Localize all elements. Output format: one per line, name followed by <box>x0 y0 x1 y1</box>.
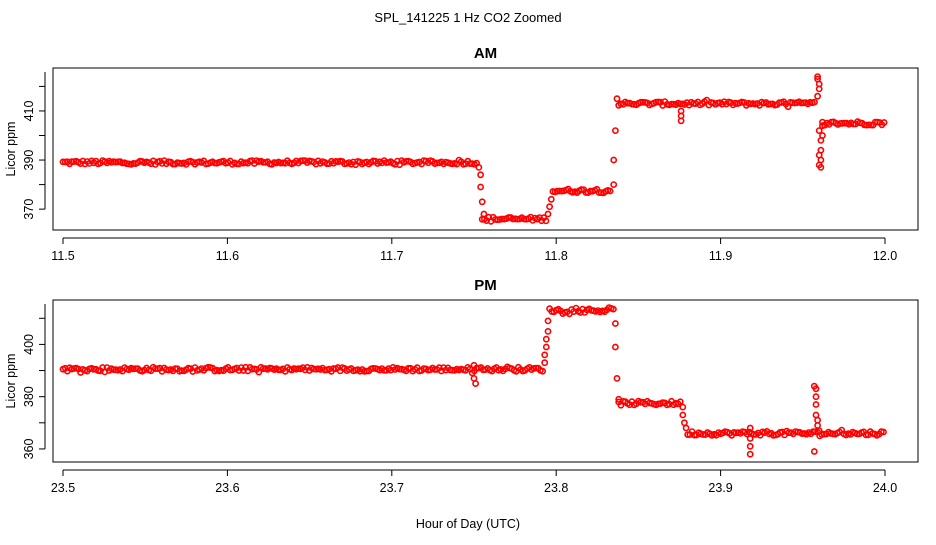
outlier-point-am-3 <box>478 198 486 206</box>
outlier-point-am-2 <box>477 183 484 191</box>
data-point <box>539 367 546 375</box>
panel-title-pm: PM <box>474 277 497 294</box>
y-tick-label-am-2: 410 <box>22 100 36 121</box>
x-tick-label-am-4: 11.9 <box>709 249 732 263</box>
plot-frame-pm <box>52 299 919 463</box>
segment-am-3 <box>615 96 818 111</box>
outlier-point-am-11 <box>613 95 621 103</box>
outlier-point-am-4 <box>480 210 488 218</box>
y-axis-label-pm: Licor ppm <box>4 354 18 409</box>
outlier-point-am-26 <box>817 163 825 171</box>
y-tick-label-am-0: 370 <box>22 199 36 220</box>
x-tick-label-pm-0: 23.5 <box>51 481 75 495</box>
panel-title-am: AM <box>474 45 497 62</box>
y-tick-label-pm-0: 360 <box>22 438 36 459</box>
outlier-point-pm-8 <box>544 317 552 325</box>
outlier-point-pm-5 <box>542 343 550 351</box>
figure-title: SPL_141225 1 Hz CO2 Zoomed <box>374 10 561 25</box>
outlier-point-pm-2 <box>472 380 479 387</box>
data-point <box>880 119 888 126</box>
x-tick-label-pm-5: 24.0 <box>873 481 897 495</box>
y-axis-label-am: Licor ppm <box>4 122 18 177</box>
segment-pm-1 <box>546 304 617 318</box>
x-tick-label-pm-3: 23.8 <box>544 481 568 495</box>
outlier-point-am-7 <box>547 195 555 203</box>
outlier-point-pm-20 <box>746 450 754 458</box>
outlier-point-am-9 <box>610 156 618 164</box>
outlier-point-am-19 <box>814 92 821 100</box>
y-tick-label-am-1: 390 <box>22 150 36 171</box>
data-point <box>880 428 887 436</box>
segment-am-4 <box>819 118 888 129</box>
outlier-point-pm-11 <box>613 374 621 382</box>
data-point <box>811 98 818 106</box>
data-point <box>684 431 692 438</box>
data-point <box>542 217 550 225</box>
x-tick-label-am-1: 11.6 <box>216 249 239 263</box>
outlier-point-am-0 <box>475 163 483 171</box>
outlier-point-pm-12 <box>615 395 623 403</box>
outlier-point-pm-6 <box>542 335 550 343</box>
data-point <box>606 187 614 195</box>
outlier-point-pm-9 <box>612 320 619 327</box>
outlier-point-am-15 <box>814 73 821 80</box>
outlier-point-am-14 <box>677 117 685 125</box>
outlier-point-am-27 <box>819 132 826 139</box>
outlier-point-pm-0 <box>470 361 478 369</box>
outlier-point-pm-23 <box>812 393 820 401</box>
outlier-point-pm-4 <box>541 351 549 359</box>
y-tick-label-pm-2: 400 <box>22 334 36 355</box>
figure-xlabel: Hour of Day (UTC) <box>416 517 520 531</box>
panels: AM 11.5 11.6 11.7 11.8 11.9 12.0 370 390 410 Licor… <box>4 45 919 495</box>
x-tick-label-am-3: 11.8 <box>544 249 567 263</box>
data-point <box>610 305 617 313</box>
outlier-point-am-8 <box>610 181 618 188</box>
outlier-point-pm-13 <box>679 403 687 411</box>
outlier-point-am-6 <box>546 203 553 211</box>
outlier-point-pm-22 <box>812 385 820 393</box>
data-points-am <box>59 73 888 225</box>
x-tick-label-am-2: 11.7 <box>380 249 403 263</box>
panel-am: AM 11.5 11.6 11.7 11.8 11.9 12.0 370 390 410 Licor… <box>4 45 919 263</box>
segment-pm-0 <box>59 363 546 377</box>
outlier-point-pm-10 <box>612 343 619 351</box>
x-tick-label-am-5: 12.0 <box>873 249 897 263</box>
segment-am-2 <box>549 185 614 197</box>
outlier-point-pm-3 <box>541 359 549 367</box>
outlier-point-am-5 <box>544 210 552 218</box>
outlier-point-pm-7 <box>544 327 552 335</box>
outlier-point-am-18 <box>815 85 823 93</box>
outlier-point-am-10 <box>612 127 619 134</box>
outlier-point-pm-24 <box>812 401 820 408</box>
segment-am-0 <box>59 156 480 169</box>
data-points-pm <box>59 304 887 458</box>
x-tick-label-pm-1: 23.6 <box>215 481 239 495</box>
x-tick-label-am-0: 11.5 <box>51 249 74 263</box>
outlier-point-pm-17 <box>746 424 754 432</box>
outlier-point-am-20 <box>815 127 823 134</box>
outlier-point-pm-28 <box>810 448 818 455</box>
outlier-point-pm-29 <box>815 427 823 434</box>
outlier-point-am-28 <box>819 122 826 130</box>
panel-pm: PM 23.5 23.6 23.7 23.8 23.9 24.0 360 380 400 Licor… <box>4 277 919 495</box>
outlier-point-am-1 <box>477 171 484 179</box>
plot-frame-am <box>52 67 919 231</box>
x-tick-label-pm-4: 23.9 <box>708 481 732 495</box>
segment-pm-2 <box>615 397 684 409</box>
outlier-point-pm-16 <box>682 424 690 432</box>
outlier-point-pm-14 <box>679 411 687 419</box>
data-point <box>676 398 684 406</box>
segment-pm-3 <box>684 426 887 440</box>
outlier-point-pm-18 <box>746 435 754 442</box>
segment-am-1 <box>478 213 550 225</box>
outlier-point-pm-19 <box>746 442 754 450</box>
x-tick-label-pm-2: 23.7 <box>380 481 404 495</box>
y-tick-label-pm-1: 380 <box>22 386 36 407</box>
